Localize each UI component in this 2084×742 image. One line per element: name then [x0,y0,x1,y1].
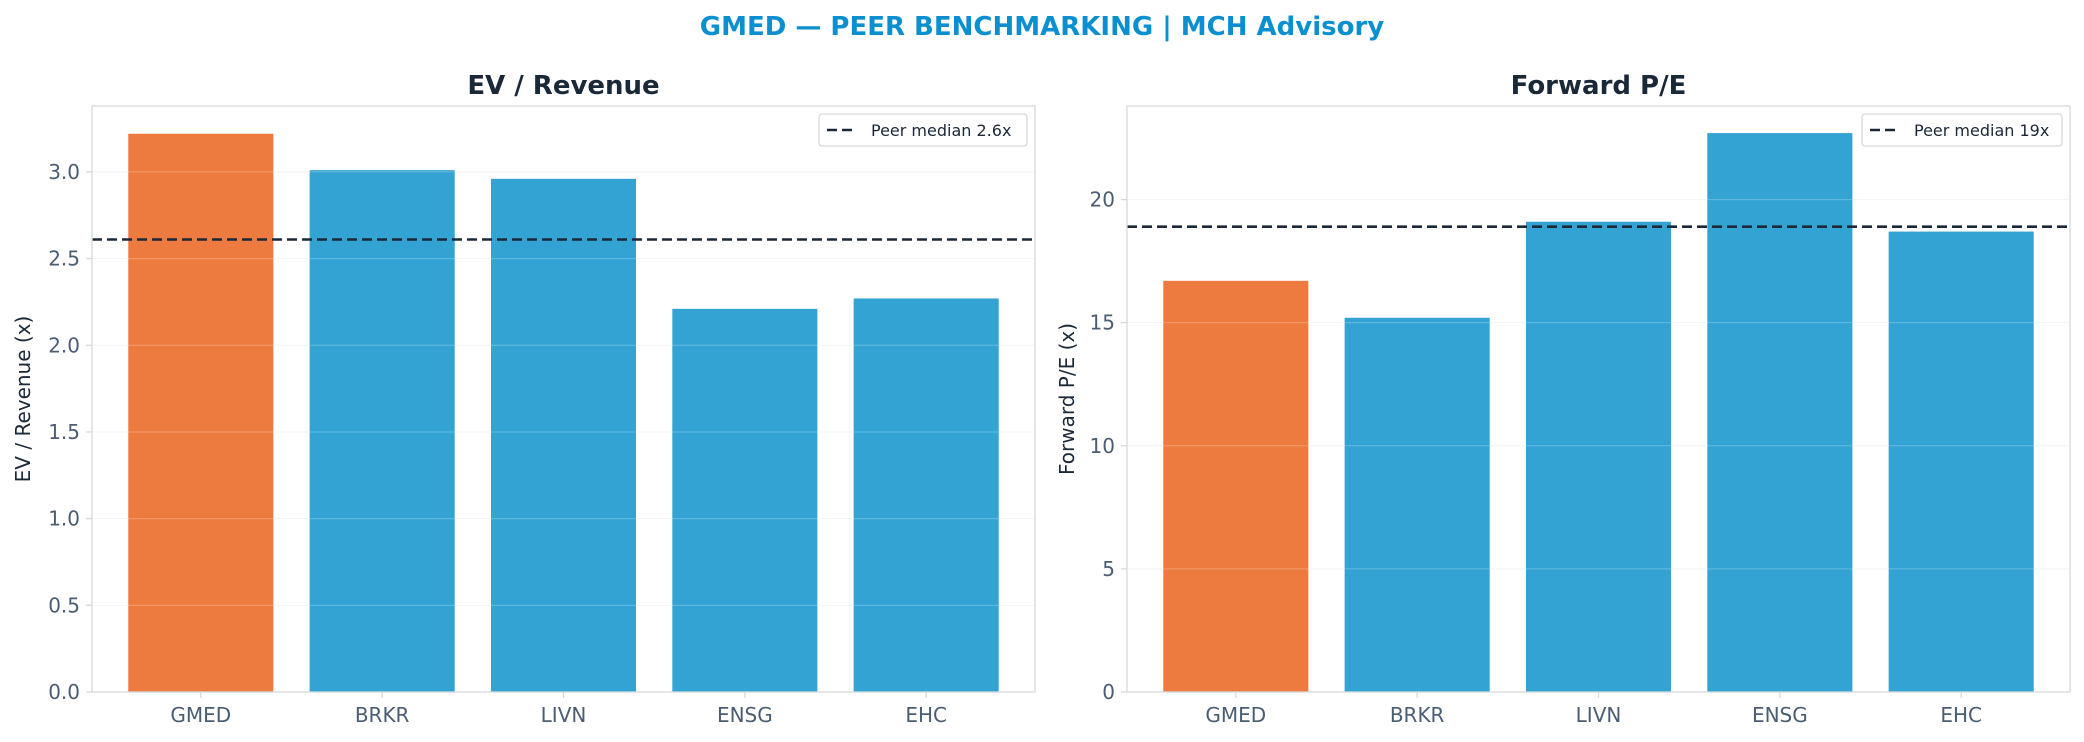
x-tick-label: ENSG [717,703,773,727]
bar-brkr [309,170,455,692]
y-tick-label: 0.5 [48,593,80,617]
y-tick-label: 20 [1090,188,1115,212]
chart-title: Forward P/E [1511,71,1687,101]
x-tick-label: LIVN [541,703,587,727]
y-axis-label: Forward P/E (x) [1055,323,1079,475]
bar-livn [490,178,637,692]
bar-ehc [1888,231,2034,693]
x-tick-label: GMED [1205,703,1266,727]
chart-title: EV / Revenue [467,71,659,101]
x-tick-label: EHC [905,703,947,727]
bar-ehc [853,298,999,692]
bar-ensg [1707,133,1853,692]
y-tick-label: 5 [1102,557,1115,581]
x-tick-label: LIVN [1576,703,1622,727]
bar-brkr [1344,317,1490,692]
legend-box [1861,113,2063,147]
chart-forward-pe: 0 5 10 15 20 GMED BRKR LIVN ENSG EHC Forward P/E Fo… [1055,71,2071,727]
bar-gmed [128,133,274,693]
bar-gmed [1163,280,1309,692]
x-tick-label: GMED [170,703,231,727]
y-tick-label: 1.0 [48,507,80,531]
y-tick-label: 0.0 [48,680,80,704]
y-tick-label: 2.5 [48,247,80,271]
y-tick-label: 10 [1090,434,1115,458]
bar-livn [1525,221,1672,692]
y-tick-label: 0 [1102,680,1115,704]
x-tick-label: EHC [1940,703,1982,727]
x-tick-label: BRKR [355,703,410,727]
chart-ev-revenue: 0.0 0.5 1.0 1.5 2.0 2.5 3.0 GMED BRKR LIVN ENSG EHC… [11,71,1036,727]
bar-ensg [672,308,818,692]
legend-label: Peer median 19x [1914,121,2049,140]
y-axis-label: EV / Revenue (x) [11,316,35,483]
x-tick-label: BRKR [1390,703,1445,727]
y-tick-label: 2.0 [48,333,80,357]
y-tick-label: 15 [1090,311,1115,335]
y-tick-label: 1.5 [48,420,80,444]
y-tick-label: 3.0 [48,160,80,184]
figure-suptitle: GMED — PEER BENCHMARKING | MCH Advisory [700,12,1385,42]
x-tick-label: ENSG [1752,703,1808,727]
legend-label: Peer median 2.6x [871,121,1011,140]
legend-box [818,113,1028,147]
